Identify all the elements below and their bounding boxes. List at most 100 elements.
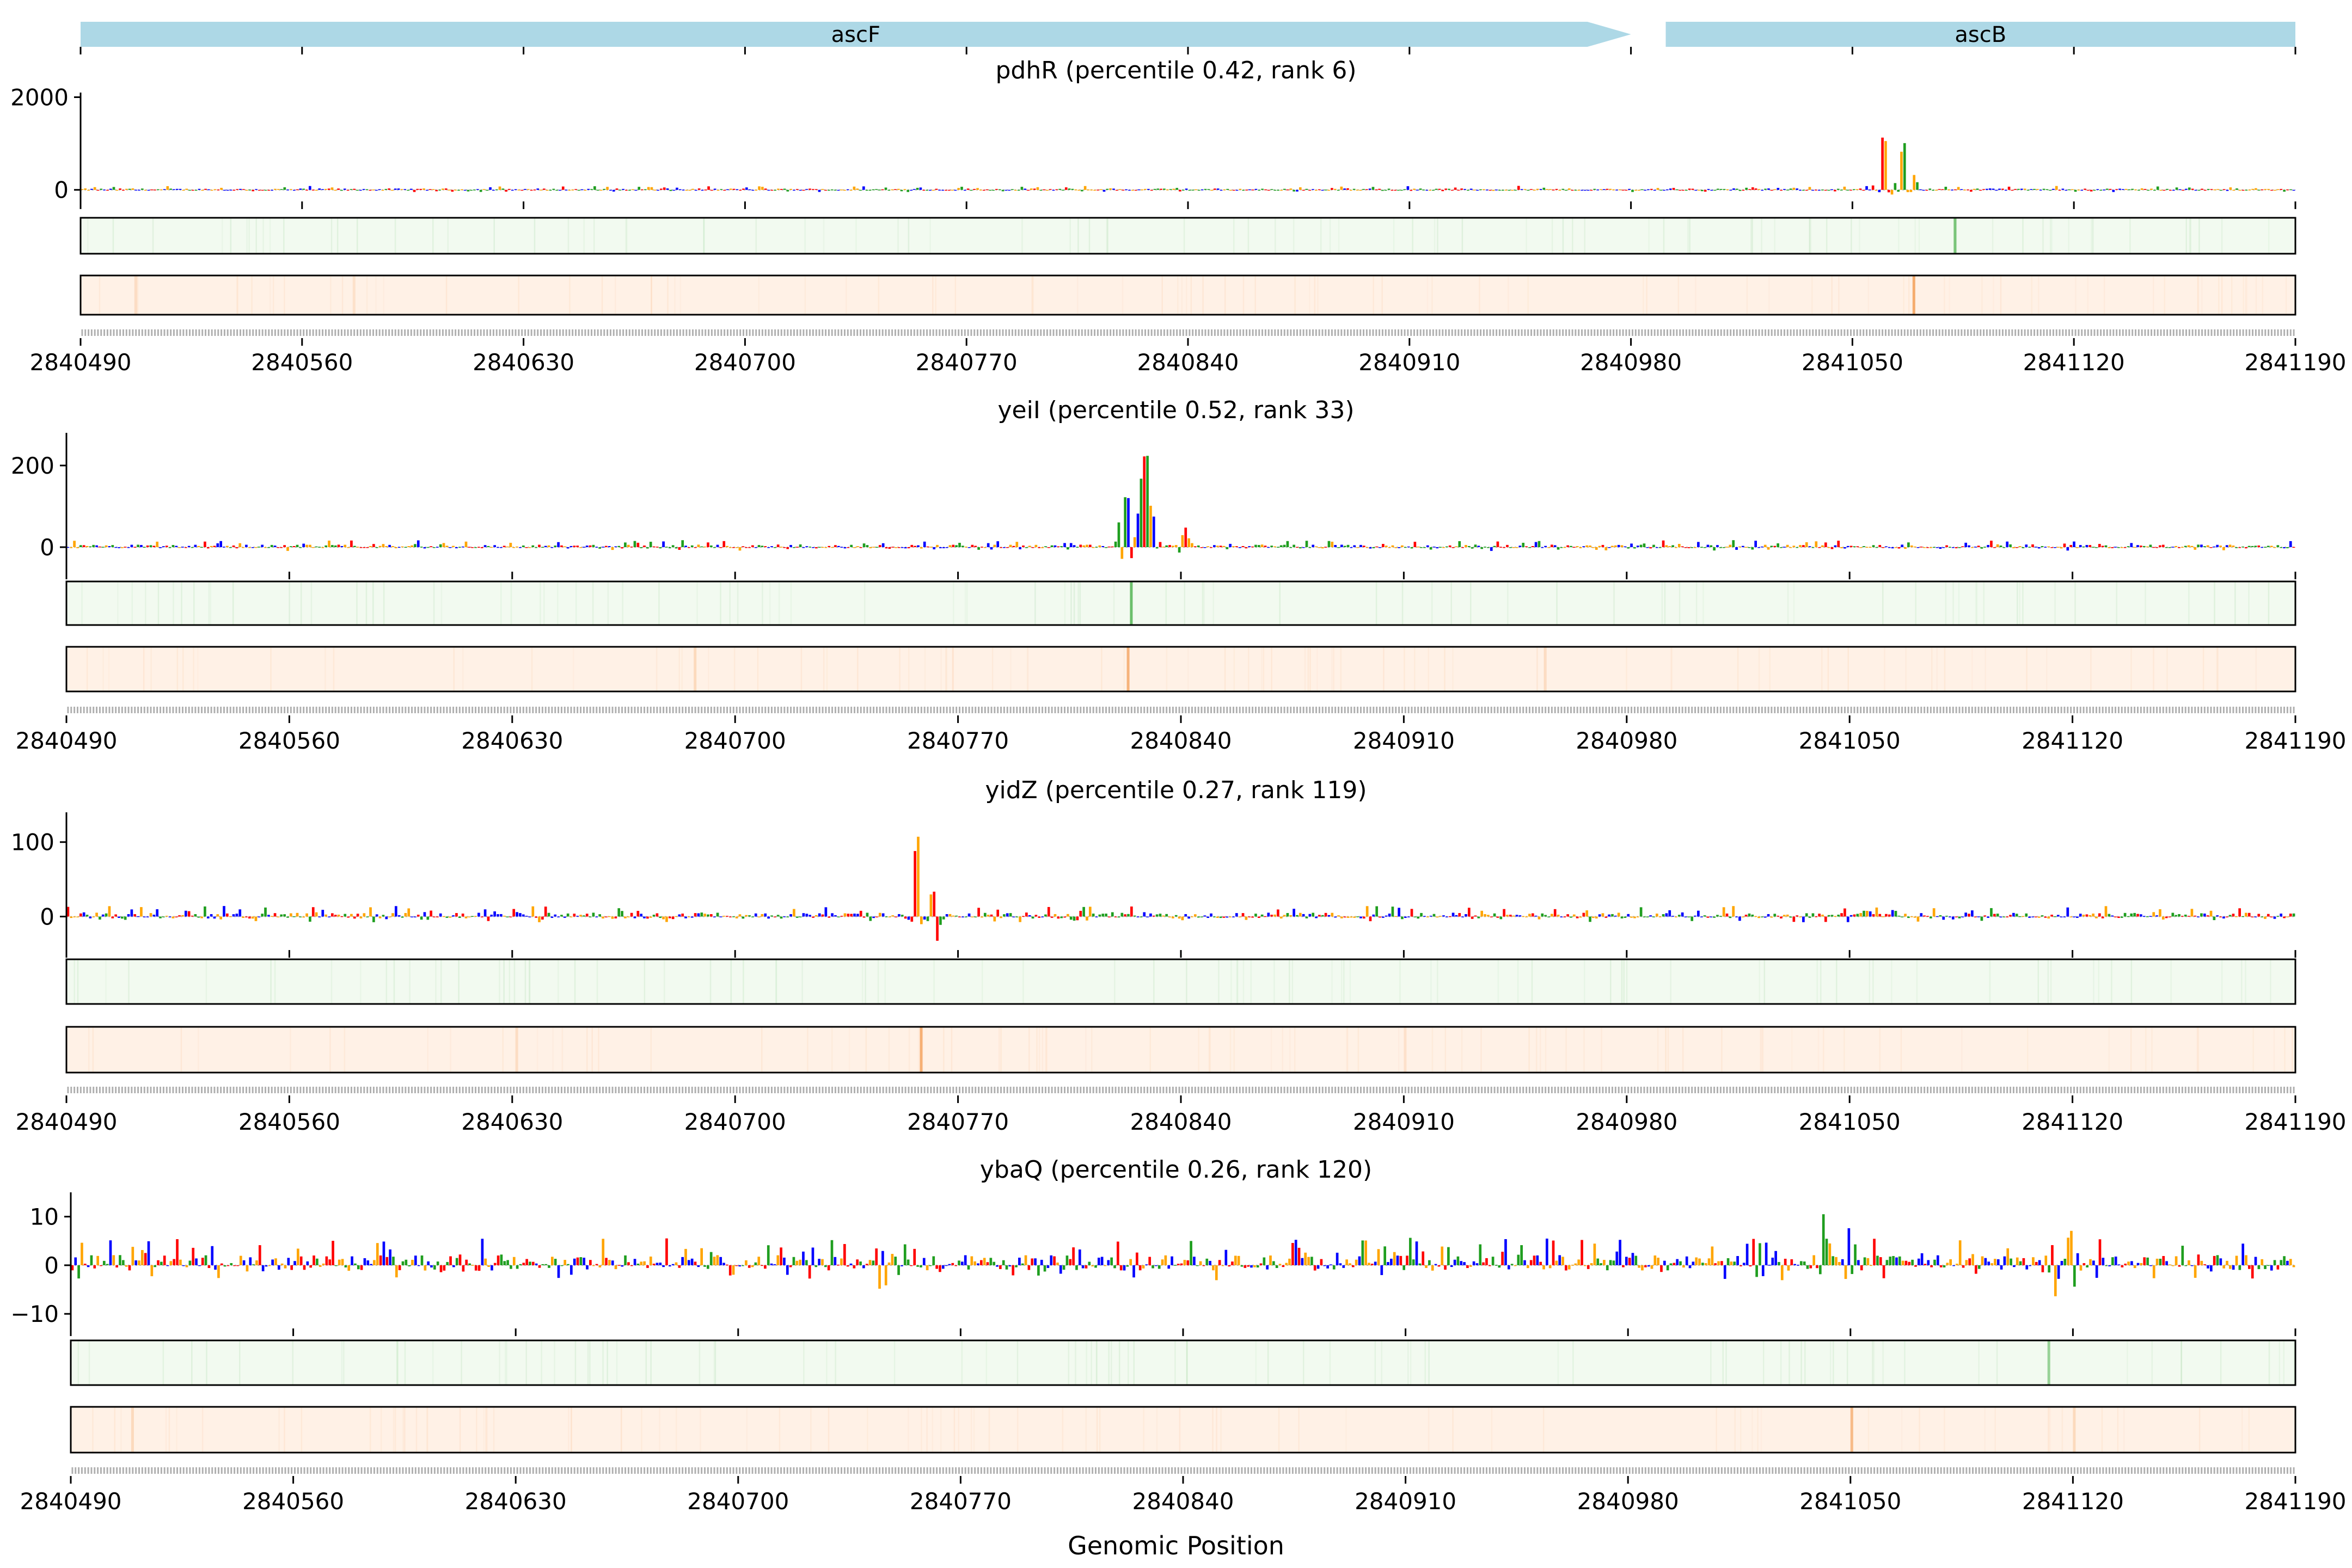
logo-mark (652, 546, 656, 548)
sequence-base (933, 1087, 935, 1093)
sequence-base (1834, 1087, 1836, 1093)
logo-mark (831, 913, 834, 917)
logo-mark (305, 913, 308, 917)
sequence-base (815, 707, 817, 713)
logo-mark (1369, 547, 1372, 549)
orange-track-mark (1333, 647, 1334, 691)
green-track-mark (128, 959, 130, 1004)
logo-mark (1802, 189, 1805, 191)
logo-mark (1658, 916, 1662, 917)
logo-mark (1258, 189, 1261, 191)
logo-mark (1574, 189, 1577, 191)
logo-marks (71, 1214, 2295, 1296)
sequence-base (1220, 329, 1222, 336)
logo-mark (1843, 908, 1846, 917)
sequence-base (1498, 329, 1500, 336)
sequence-base (150, 707, 152, 713)
sequence-base (1290, 707, 1292, 713)
sequence-base (2132, 329, 2134, 336)
green-track-mark (801, 959, 803, 1004)
logo-mark (93, 187, 96, 190)
sequence-base (1578, 329, 1580, 336)
logo-mark (1729, 544, 1732, 547)
sequence-base (1210, 1087, 1212, 1093)
logo-mark (1929, 916, 1932, 918)
sequence-base (2255, 707, 2257, 713)
orange-track-mark (1181, 275, 1183, 315)
sequence-base (2248, 1087, 2250, 1093)
logo-mark (2101, 546, 2104, 547)
sequence-base (1876, 1087, 1878, 1093)
sequence-base (1535, 707, 1537, 713)
logo-mark (853, 186, 856, 190)
sequence-base (1040, 329, 1042, 336)
sequence-base (191, 1087, 193, 1093)
logo-mark (133, 914, 137, 917)
logo-mark (1938, 189, 1941, 190)
logo-mark (2283, 189, 2286, 192)
sequence-base (455, 707, 457, 713)
logo-mark (1069, 916, 1073, 920)
orange-track-mark (2255, 275, 2257, 315)
sequence-base (519, 1087, 521, 1093)
logo-mark (1818, 914, 1821, 917)
sequence-base (1742, 329, 1744, 336)
sequence-base (1032, 1087, 1034, 1093)
logo-mark (2178, 914, 2180, 917)
sequence-base (2226, 1087, 2228, 1093)
logo-mark (460, 189, 463, 191)
green-track-mark (1531, 959, 1533, 1004)
sequence-base (205, 329, 207, 336)
sequence-base (265, 329, 267, 336)
green-track-mark (1750, 218, 1752, 254)
orange-track-mark (804, 275, 806, 315)
logo-mark (1028, 915, 1031, 917)
sequence-base (1252, 329, 1254, 336)
logo-mark (1983, 915, 1987, 917)
sequence-base (1927, 707, 1928, 713)
logo-mark (1748, 189, 1751, 190)
sequence-base (1254, 1087, 1257, 1093)
orange-track-mark (1209, 1027, 1211, 1073)
sequence-base (1388, 329, 1390, 336)
sequence-base (2181, 707, 2183, 713)
logo-mark (1111, 546, 1114, 548)
sequence-base (2000, 707, 2002, 713)
sequence-base (1455, 707, 1457, 713)
logo-mark (1422, 189, 1425, 191)
logo-mark (569, 916, 573, 917)
logo-mark (242, 1260, 246, 1265)
green-track-mark (356, 218, 358, 254)
logo-mark (511, 189, 514, 191)
logo-mark (2084, 188, 2086, 190)
green-track-mark (1916, 959, 1918, 1004)
logo-mark (1522, 916, 1525, 917)
logo-mark (1741, 546, 1744, 547)
logo-mark (204, 906, 206, 917)
logo-mark (2203, 546, 2206, 547)
sequence-base (2079, 1087, 2081, 1093)
logo-mark (2096, 189, 2099, 190)
logo-mark (843, 547, 847, 549)
logo-mark (824, 547, 828, 548)
logo-mark (1617, 544, 1620, 547)
sequence-base (2073, 707, 2075, 713)
logo-mark (1528, 914, 1531, 917)
logo-mark (604, 546, 608, 547)
logo-mark (1076, 547, 1079, 548)
logo-mark (194, 189, 198, 191)
logo-mark (901, 915, 904, 917)
sequence-base (1147, 707, 1149, 713)
logo-mark (286, 189, 289, 191)
sequence-base (1745, 1087, 1747, 1093)
green-track-mark (884, 959, 886, 1004)
logo-mark (1576, 916, 1579, 918)
logo-mark (313, 1255, 315, 1265)
sequence-base (558, 707, 560, 713)
orange-track (81, 275, 2295, 315)
logo-mark (2156, 186, 2159, 190)
orange-track-mark (1042, 1027, 1044, 1073)
sequence-base (2027, 329, 2029, 336)
green-track-mark (1070, 581, 1072, 625)
sequence-base (134, 707, 136, 713)
